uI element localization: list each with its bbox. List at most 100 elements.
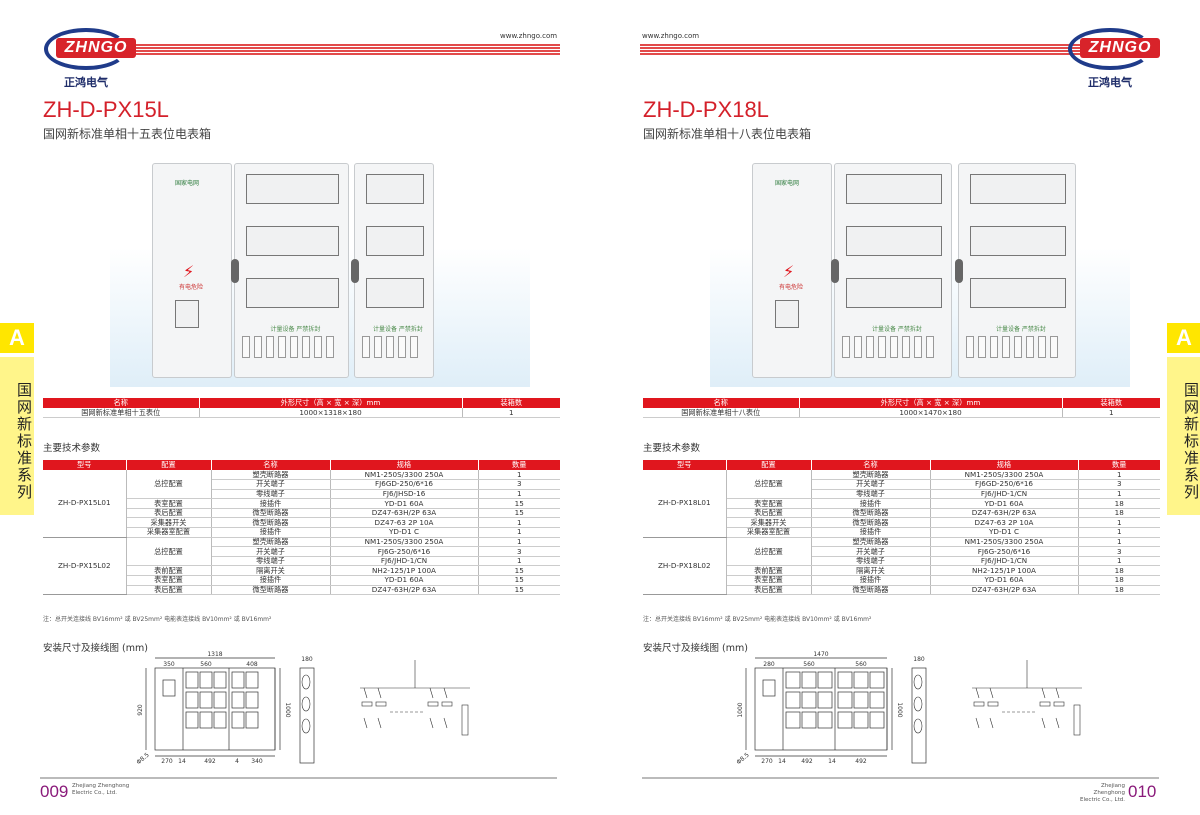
breaker-slot bbox=[1050, 336, 1058, 358]
config-cell: 采集器开关 bbox=[726, 517, 812, 529]
dimension-drawing: 1470 280 560 560 270 14 492 14 492 1000 1000 Φ8.5 18… bbox=[735, 651, 1082, 766]
product-photo: 国家电网 ⚡ 有电危险 计量设备 严禁拆封 计量设备 严禁拆封 bbox=[110, 155, 530, 387]
table-cell: 微型断路器 bbox=[211, 508, 331, 519]
door-handle[interactable] bbox=[831, 259, 839, 283]
meter-window bbox=[366, 226, 424, 256]
breaker-slot bbox=[314, 336, 322, 358]
config-cell: 总控配置 bbox=[726, 537, 812, 567]
dim-top-label: 280 bbox=[763, 661, 775, 668]
table-cell: FJ6/JHD-1/CN bbox=[930, 489, 1079, 500]
column-header: 装箱数 bbox=[1062, 398, 1160, 408]
meter-box bbox=[213, 691, 227, 709]
breaker-icon bbox=[989, 717, 994, 729]
side-view-handle-icon bbox=[913, 674, 923, 690]
dim-top-label: 560 bbox=[200, 661, 212, 668]
switch-icon bbox=[989, 687, 994, 699]
dim-bottom-label: 492 bbox=[855, 758, 867, 765]
meter-box bbox=[817, 691, 833, 709]
table-cell: FJ6GD-250/6*16 bbox=[930, 479, 1079, 490]
table-cell: 15 bbox=[478, 498, 560, 509]
meter-box bbox=[199, 711, 213, 729]
meter-box bbox=[213, 711, 227, 729]
rule-line bbox=[108, 53, 560, 55]
cabinet-warning-text: 有电危险 bbox=[779, 284, 804, 291]
breaker-slot bbox=[362, 336, 370, 358]
door-handle[interactable] bbox=[351, 259, 359, 283]
table-row: ZH-D-PX18L01 总控配置 塑壳断路器 NM1-250S/3300 250A 1 bbox=[643, 470, 1160, 538]
door-handle[interactable] bbox=[231, 259, 239, 283]
product-model-title: ZH-D-PX15L bbox=[43, 97, 169, 122]
table-cell: 零线端子 bbox=[811, 489, 931, 500]
table-row: 零线端子 FJ6/JHD-1/CN 1 bbox=[643, 556, 1160, 567]
meter-window bbox=[366, 174, 424, 204]
meter-icon bbox=[973, 701, 985, 707]
table-cell: 1 bbox=[478, 470, 560, 481]
dim-bottom-label: 492 bbox=[204, 758, 216, 765]
table-row: 开关端子 FJ6G-250/6*16 3 bbox=[643, 546, 1160, 557]
page-number: 009 bbox=[40, 782, 69, 801]
meter-box bbox=[817, 711, 833, 729]
column-header: 名称 bbox=[811, 460, 931, 470]
column-header: 名称 bbox=[43, 398, 200, 408]
meter-box bbox=[185, 671, 199, 689]
table-header-row: 名称 外形尺寸（高 × 宽 × 深）mm 装箱数 bbox=[43, 398, 560, 408]
dimensions-table: 名称 外形尺寸（高 × 宽 × 深）mm 装箱数 国网新标准单相十五表位 1000×13… bbox=[43, 398, 560, 419]
table-cell: NM1-250S/3300 250A bbox=[330, 470, 479, 481]
rule-line bbox=[640, 50, 1090, 52]
page-left: www.zhngo.com ZHNGO 正鸿电气 ZH-D-PX15L 国网新标准单相十… bbox=[40, 28, 560, 801]
table-cell: 接插件 bbox=[811, 527, 931, 538]
breaker-slot bbox=[278, 336, 286, 358]
meter-box bbox=[853, 671, 869, 689]
table-cell: 1 bbox=[478, 527, 560, 538]
column-header: 名称 bbox=[643, 398, 800, 408]
dim-height-label: 1000 bbox=[284, 702, 291, 717]
header-rule-lines bbox=[640, 44, 1090, 55]
table-cell: 国网新标准单相十五表位 bbox=[43, 408, 200, 419]
table-row: 国网新标准单相十八表位 1000×1470×180 1 bbox=[643, 408, 1160, 419]
table-cell: 1 bbox=[1078, 517, 1160, 529]
breaker-icon bbox=[1041, 717, 1046, 729]
door-handle[interactable] bbox=[955, 259, 963, 283]
side-view bbox=[299, 667, 315, 764]
table-cell: DZ47-63H/2P 63A bbox=[930, 508, 1079, 519]
table-cell: 18 bbox=[1078, 585, 1160, 596]
table-cell: 1 bbox=[1062, 408, 1160, 419]
cabinet-grid-logo: 国家电网 bbox=[175, 180, 200, 187]
table-cell: DZ47-63 2P 10A bbox=[330, 517, 479, 529]
table-cell: 塑壳断路器 bbox=[811, 537, 931, 548]
table-cell: FJ6GD-250/6*16 bbox=[330, 479, 479, 490]
dim-depth-label: 180 bbox=[913, 656, 925, 663]
meter-window bbox=[246, 278, 339, 308]
meter-box bbox=[785, 691, 801, 709]
table-cell: NM1-250S/3300 250A bbox=[930, 470, 1079, 481]
rule-line bbox=[640, 47, 1090, 49]
dim-total-width: 1470 bbox=[813, 651, 828, 658]
table-cell: 18 bbox=[1078, 565, 1160, 577]
installation-drawing: 1470 280 560 560 270 14 492 14 492 1000 1000 Φ8.5 18… bbox=[700, 650, 1120, 774]
model-cell: ZH-D-PX18L02 bbox=[643, 537, 727, 596]
breaker-slot bbox=[926, 336, 934, 358]
meter-icon bbox=[987, 701, 999, 707]
table-cell: DZ47-63H/2P 63A bbox=[330, 585, 479, 596]
config-cell: 采集器室配置 bbox=[126, 527, 212, 538]
config-cell: 采集器室配置 bbox=[726, 527, 812, 538]
meter-box bbox=[853, 691, 869, 709]
dim-height-label: 1000 bbox=[896, 702, 903, 717]
table-cell: 接插件 bbox=[211, 498, 331, 509]
meter-window bbox=[846, 226, 942, 256]
table-cell: YD-D1 60A bbox=[930, 575, 1079, 586]
drawing-section-title: 安装尺寸及接线图 (mm) bbox=[643, 643, 748, 654]
column-header: 规格 bbox=[330, 460, 479, 470]
meter-box bbox=[231, 691, 245, 709]
breaker-slot bbox=[374, 336, 382, 358]
table-cell: 18 bbox=[1078, 575, 1160, 586]
config-cell: 表室配置 bbox=[126, 498, 212, 509]
table-cell: 1 bbox=[478, 517, 560, 529]
page-right: www.zhngo.com ZHNGO 正鸿电气 ZH-D-PX18L 国网新标准单相十… bbox=[600, 0, 1200, 815]
footer-rule bbox=[40, 777, 557, 779]
company-line: Electric Co., Ltd. bbox=[1080, 797, 1125, 803]
product-subtitle: 国网新标准单相十八表位电表箱 bbox=[643, 127, 812, 141]
page-number: 010 bbox=[1128, 782, 1157, 801]
table-cell: NH2-125/1P 100A bbox=[330, 565, 479, 577]
